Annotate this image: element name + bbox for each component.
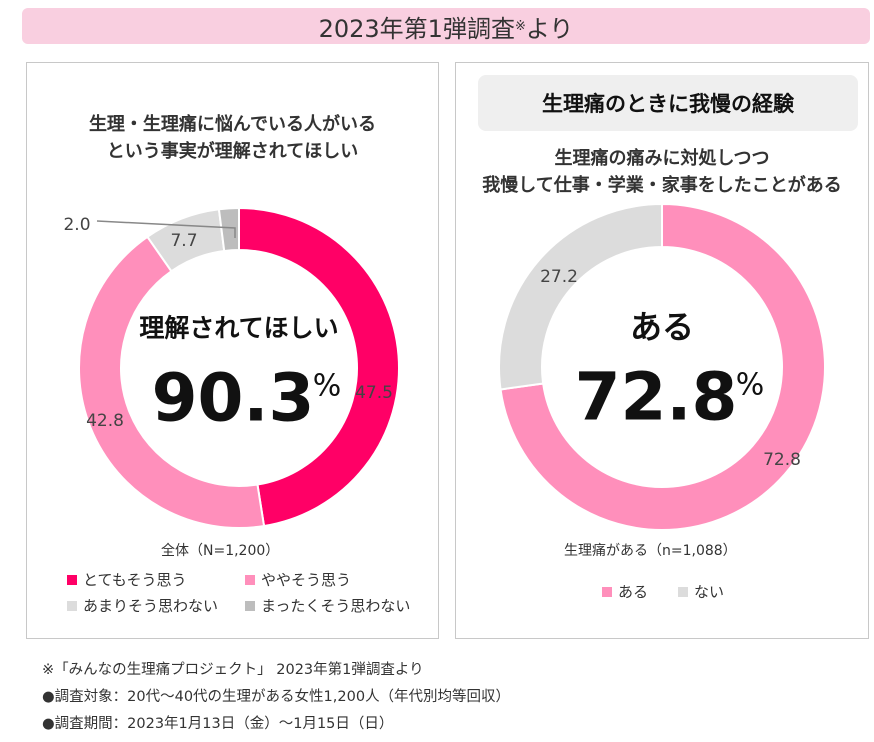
legend-swatch <box>602 586 612 597</box>
left-donut-chart: 47.5 42.8 7.7 2.0 理解されてほしい 90.3% <box>63 206 400 529</box>
legend-item-nai: ない <box>678 581 724 602</box>
legend-swatch <box>245 600 255 611</box>
legend-label: ややそう思う <box>261 571 352 589</box>
legend-swatch <box>245 574 255 585</box>
left-title-line-2: という事実が理解されてほしい <box>106 141 359 162</box>
page-title-banner: 2023年第1弾調査 ※ より <box>22 8 870 44</box>
right-donut-chart: 72.8 27.2 ある 72.8% <box>498 202 826 531</box>
right-heading-box: 生理痛のときに我慢の経験 <box>478 75 858 131</box>
right-title-line-2: 我慢して仕事・学業・家事をしたことがある <box>482 175 842 196</box>
leader-line <box>96 220 236 238</box>
legend-item-mattaku: まったくそう思わない <box>245 595 410 616</box>
legend-label: まったくそう思わない <box>261 597 411 615</box>
legend-swatch <box>678 586 688 597</box>
left-base-label: 全体（N=1,200） <box>161 543 280 559</box>
legend-item-yaya: ややそう思う <box>245 569 351 590</box>
donut-slice-0 <box>238 206 400 528</box>
center-unit: % <box>736 368 765 403</box>
chart-panel-right: 生理痛のときに我慢の経験 生理痛の痛みに対処しつつ 我慢して仕事・学業・家事をし… <box>455 62 869 639</box>
right-chart-title: 生理痛の痛みに対処しつつ 我慢して仕事・学業・家事をしたことがある <box>456 145 868 199</box>
legend-item-amari: あまりそう思わない <box>67 595 218 616</box>
right-heading: 生理痛のときに我慢の経験 <box>542 92 794 116</box>
legend-swatch <box>67 574 77 585</box>
slice-value-label: 7.7 <box>170 231 197 251</box>
left-chart-title: 生理・生理痛に悩んでいる人がいる という事実が理解されてほしい <box>27 111 438 165</box>
legend-item-totemo: とてもそう思う <box>67 569 187 590</box>
legend-label: ない <box>694 583 725 601</box>
legend-swatch <box>67 600 77 611</box>
footnote-period: ●調査期間：2023年1月13日（金）～1月15日（日） <box>42 716 394 732</box>
center-value: 72.8 <box>575 359 738 436</box>
footnote-target: ●調査対象：20代～40代の生理がある女性1,200人（年代別均等回収） <box>42 689 511 705</box>
center-unit: % <box>313 369 342 404</box>
center-text: ある <box>630 308 694 346</box>
slice-value-label: 42.8 <box>86 411 124 431</box>
legend-label: あまりそう思わない <box>83 597 219 615</box>
title-note-mark: ※ <box>514 18 526 34</box>
donut-slice-3 <box>217 206 240 253</box>
donut-slice-1 <box>498 202 663 391</box>
slice-value-label: 47.5 <box>355 383 393 403</box>
legend-label: ある <box>618 583 649 601</box>
right-title-line-1: 生理痛の痛みに対処しつつ <box>554 148 770 169</box>
title-suffix: より <box>525 14 574 43</box>
left-title-line-1: 生理・生理痛に悩んでいる人がいる <box>88 114 377 135</box>
donut-slice-0 <box>499 202 826 531</box>
legend-item-aru: ある <box>602 581 648 602</box>
slice-value-label: 27.2 <box>540 267 578 287</box>
right-base-label: 生理痛がある（n=1,088） <box>564 543 737 559</box>
legend-label: とてもそう思う <box>83 571 187 589</box>
center-value: 90.3 <box>152 360 315 437</box>
donut-slice-1 <box>78 235 266 529</box>
footnote-source: ※「みんなの生理痛プロジェクト」 2023年第1弾調査より <box>42 662 424 678</box>
chart-panel-left: 生理・生理痛に悩んでいる人がいる という事実が理解されてほしい 47.5 42.8… <box>26 62 439 639</box>
center-text: 理解されてほしい <box>139 314 338 343</box>
slice-value-label: 72.8 <box>763 450 801 470</box>
slice-value-label: 2.0 <box>63 215 90 235</box>
page-title: 2023年第1弾調査 <box>318 14 515 43</box>
